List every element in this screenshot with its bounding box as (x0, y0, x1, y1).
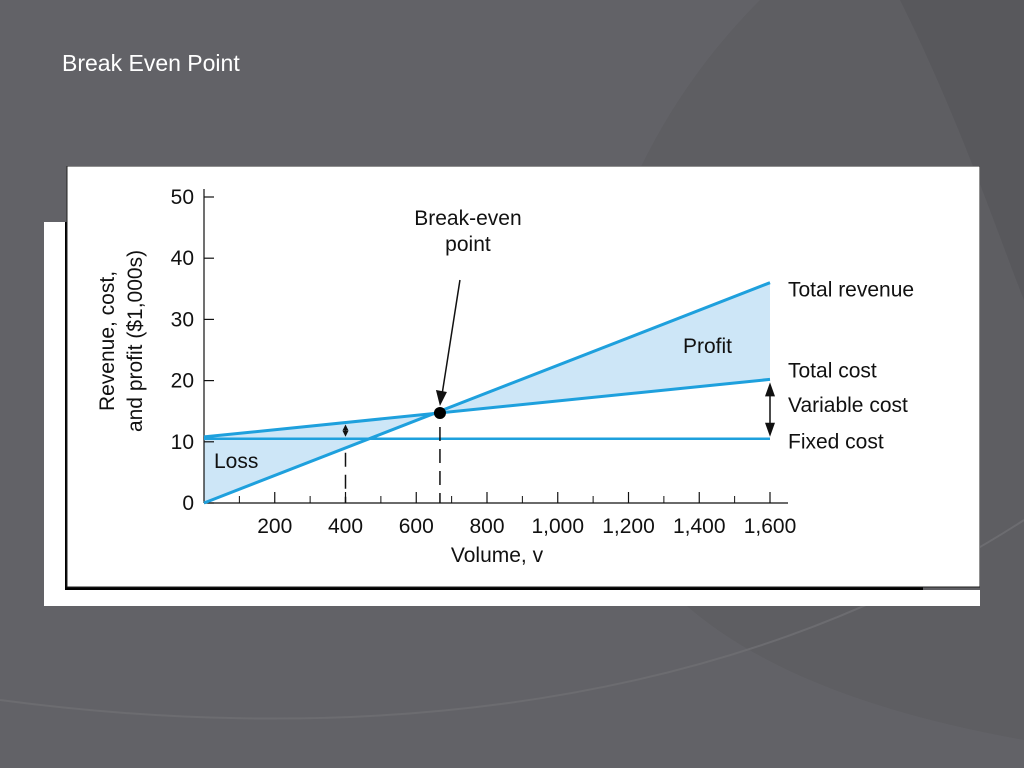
break-even-label-line1: Break-even (414, 207, 521, 230)
x-axis-title: Volume, v (451, 544, 544, 567)
y-axis-title-line1: Revenue, cost, (96, 271, 119, 411)
x-tick-label: 1,400 (673, 515, 726, 538)
frame-panel (66, 166, 980, 588)
break-even-point-marker (433, 407, 446, 420)
series-label-fixed-cost: Fixed cost (788, 431, 884, 454)
variable-cost-label: Variable cost (788, 394, 908, 417)
x-tick-label: 800 (469, 515, 504, 538)
x-tick-label: 200 (257, 515, 292, 538)
y-tick-label: 0 (182, 492, 194, 515)
y-tick-label: 30 (171, 308, 194, 331)
break-even-label-line2: point (445, 233, 491, 256)
figure-frame: 0 10 20 30 40 50 200 400 600 800 1,000 1,200 1,400 1… (44, 166, 980, 606)
y-tick-label: 20 (171, 370, 194, 393)
y-tick-label: 50 (171, 186, 194, 209)
chart-plot-area: 0 10 20 30 40 50 200 400 600 800 1,000 1,200 1,400 1… (96, 186, 914, 567)
x-tick-label: 1,200 (602, 515, 655, 538)
y-tick-label: 10 (171, 431, 194, 454)
loss-label: Loss (214, 450, 258, 473)
series-line-total-revenue (203, 281, 771, 505)
series-label-total-revenue: Total revenue (788, 279, 914, 302)
break-even-pointer-arrow-icon (435, 279, 461, 407)
frame-panel-bottom (44, 590, 980, 606)
profit-label: Profit (683, 335, 732, 358)
x-tick-label: 1,600 (744, 515, 797, 538)
series-line-total-cost (203, 377, 771, 439)
series-label-total-cost: Total cost (788, 359, 877, 382)
loss-area (204, 413, 440, 503)
x-tick-label: 400 (328, 515, 363, 538)
loss-double-arrow-icon (342, 424, 349, 437)
slide-title: Break Even Point (62, 50, 240, 76)
variable-cost-double-arrow-icon (765, 382, 775, 437)
x-tick-label: 1,000 (531, 515, 584, 538)
y-axis-title-line2: and profit ($1,000s) (124, 250, 147, 432)
x-tick-label: 600 (399, 515, 434, 538)
y-tick-label: 40 (171, 247, 194, 270)
frame-panel-left (44, 222, 65, 606)
